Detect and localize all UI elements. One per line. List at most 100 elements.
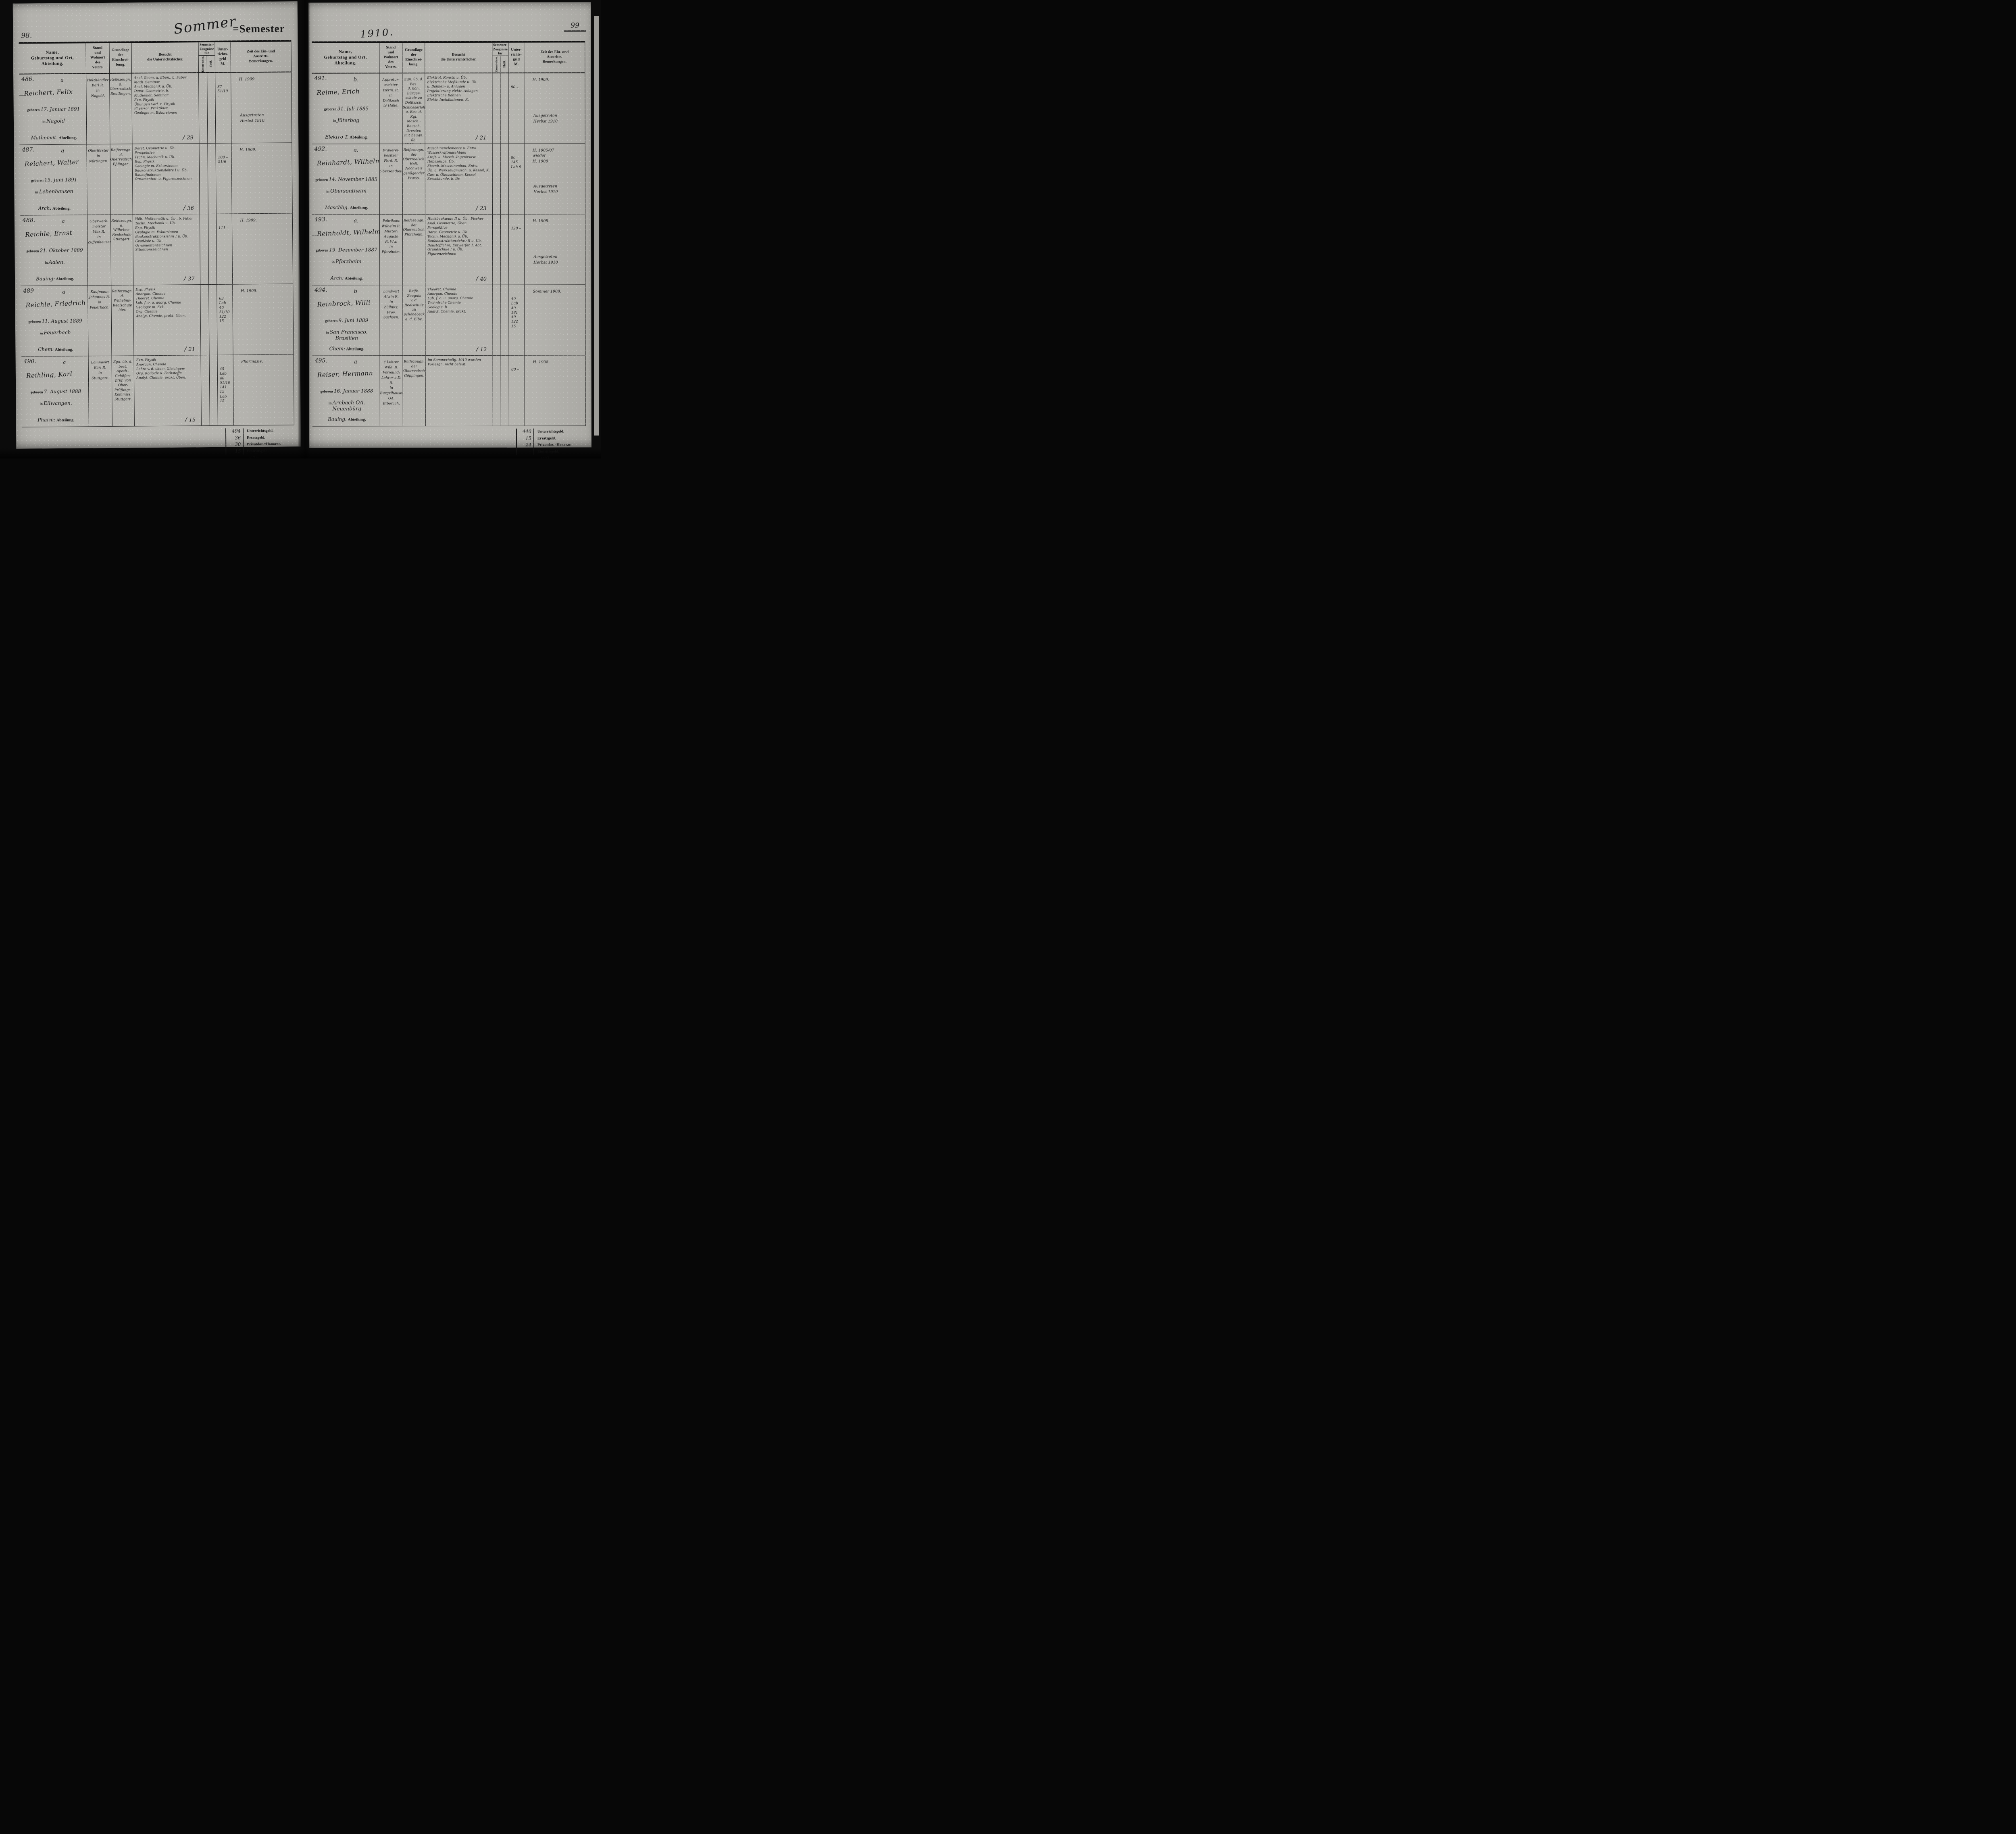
header-grundlage: Grundlage der Einschrei- bung. <box>109 43 132 73</box>
department: Arch: <box>38 205 52 211</box>
student-name: Reinbrock, Willi <box>317 299 371 308</box>
student-identity-cell: — 493. a. Reinholdt, Wilhelm geboren 19.… <box>312 215 379 285</box>
subjects-list: Elektrot. Konstr. u. Üb. Elektrische Meß… <box>427 75 478 102</box>
total-value: 15 <box>516 435 534 442</box>
birth-date: 17. Januar 1891 <box>40 106 80 113</box>
in-label: in <box>331 260 335 264</box>
header-unterrichtsgeld: Unter- richts- geld M. <box>508 42 524 73</box>
abteilung-label: Abteilung. <box>56 418 75 423</box>
entry-section-letter: a <box>62 359 66 366</box>
subjects-list: Anal. Geom. u. Eben., b. Faber Math. Sem… <box>134 75 187 115</box>
register-row: 490. a Reihling, Karl geboren 7. August … <box>21 354 294 427</box>
in-label: in <box>333 119 337 123</box>
enrollment-basis: Reife-Zeugnis v. d. Realschule zu Schöne… <box>402 285 425 356</box>
kenntnisse-cell <box>198 73 208 144</box>
register-page-right: 99 1910. Name, Geburtstag und Ort, Abtei… <box>308 2 591 458</box>
header-zeugnisse: Semester- Zeugnisse für Kennt-nisse. Fle… <box>198 42 215 73</box>
abteilung-label: Abteilung. <box>58 135 77 140</box>
header-zeit: Zeit des Ein- und Austritts. Bemerkungen… <box>524 42 585 73</box>
entry-number: 491. <box>314 75 327 82</box>
entry-time: Sommer 1908. <box>533 289 562 294</box>
subject-hours-tally: 21 <box>476 134 487 142</box>
birth-date: 14. November 1885 <box>329 176 378 182</box>
entry-exit-cell: H. 1909. <box>231 143 293 214</box>
student-identity-cell: 494. b Reinbrock, Willi geboren 9. Juni … <box>312 285 379 355</box>
total-label: Ersatzgeld. <box>537 436 556 441</box>
fleiss-cell <box>206 73 216 144</box>
student-identity-cell: 492. a. Reinhardt, Wilhelm geboren 14. N… <box>312 144 379 214</box>
kenntnisse-cell <box>200 214 208 285</box>
entries-left: — 486. a Reichert, Felix geboren 17. Jan… <box>19 72 294 427</box>
subjects-list: Im Sommerhalbj. 1910 wurden Vorlesgn. ni… <box>427 357 481 367</box>
student-name: Reinhardt, Wilhelm <box>317 157 379 167</box>
header-zeugnisse-label: Semester- Zeugnisse für <box>198 42 215 56</box>
in-label: in <box>328 401 332 405</box>
geboren-label: geboren <box>325 319 338 323</box>
entry-number: 486. <box>21 76 34 83</box>
entry-number: 494. <box>314 287 327 294</box>
header-unterrichtsgeld: Unter- richts- geld M. <box>215 42 231 72</box>
register-row: — 486. a Reichert, Felix geboren 17. Jan… <box>19 72 292 145</box>
entries-right: 491. b. Reime, Erich geboren 31. Juli 18… <box>312 73 586 427</box>
entry-exit-cell: H. 1905/07 wieder H. 1908 Ausgetreten He… <box>524 144 585 214</box>
in-label: in <box>44 261 48 265</box>
enrollment-basis: Reifezeugn. d. Wilhelms- Realschule hier… <box>110 285 134 356</box>
header-fleiss: Fleiß. <box>209 60 213 68</box>
entry-number: 487. <box>22 146 35 153</box>
margin-mark: — <box>19 92 24 99</box>
student-identity-cell: 489 a Reichle, Friedrich geboren 11. Aug… <box>21 286 88 356</box>
entry-number: 489 <box>23 288 34 294</box>
header-kenntnisse: Kennt-nisse. <box>200 56 205 72</box>
total-label: Unterrichtsgeld. <box>246 429 274 433</box>
geboren-label: geboren <box>28 319 41 324</box>
total-value: 494 <box>225 428 244 435</box>
header-kenntnisse: Kennt-nisse. <box>494 56 498 73</box>
header-zeugnisse: Semester- Zeugnisse für Kennt-nisse. Fle… <box>492 42 508 73</box>
tuition-fees: 80 – <box>509 355 525 426</box>
father-status-residence: Oberwerk- meister Max R. in Zuffenhausen… <box>87 215 111 286</box>
header-fleiss: Fleiß. <box>502 60 506 68</box>
department: Arch: <box>330 275 344 281</box>
subjects-cell: Hochbaukunde II u. Üb., Fischer Anal. Ge… <box>425 214 493 285</box>
exit-note: Ausgetreten Herbst 1910 <box>533 184 558 195</box>
subjects-cell: Maschinenelemente u. Entw. Wasserkraftma… <box>425 144 492 215</box>
subjects-list: Hochbaukunde II u. Üb., Fischer Anal. Ge… <box>427 216 484 256</box>
tuition-fees: 80 – 145 Lab 9 <box>508 144 525 214</box>
total-label: Privatdoz.=Honorar. <box>537 443 572 447</box>
entry-time: H. 1909. <box>239 77 256 82</box>
abteilung-label: Abteilung. <box>348 417 366 422</box>
department: Mathemat. <box>31 134 58 141</box>
entry-section-letter: b <box>354 288 358 295</box>
subject-hours-tally: 29 <box>183 133 194 142</box>
student-identity-cell: 491. b. Reime, Erich geboren 31. Juli 18… <box>312 73 379 144</box>
fleiss-cell <box>209 355 218 425</box>
subject-hours-tally: 21 <box>184 345 195 353</box>
next-page-edge <box>594 16 599 436</box>
entry-number: 490. <box>23 358 36 365</box>
birth-place: Nagold <box>46 117 65 124</box>
kenntnisse-cell <box>200 285 209 355</box>
kenntnisse-cell <box>492 214 501 285</box>
birth-date: 7. August 1888 <box>44 388 81 395</box>
father-status-residence: † Lehrer Wilh. R. Vormund: Lehrer a.D. R… <box>379 356 403 426</box>
birth-date: 9. Juni 1889 <box>338 317 369 323</box>
subjects-cell: Im Sommerhalbj. 1910 wurden Vorlesgn. ni… <box>425 355 493 426</box>
birth-place: Arnbach OA. Neuenbürg <box>332 399 365 412</box>
header-stand: Stand und Wohnort des Vaters. <box>379 43 402 73</box>
birth-place: Obersontheim <box>330 188 367 194</box>
table-header-right: Name, Geburtstag und Ort, Abteilung. Sta… <box>312 42 585 74</box>
tuition-fees: 63 Lab 40 51/10 122 15 <box>217 284 233 355</box>
kenntnisse-cell <box>492 144 501 214</box>
entry-exit-cell: H. 1908. Ausgetreten Herbst 1910 <box>524 214 586 285</box>
kenntnisse-cell <box>492 73 500 144</box>
register-page-left: 98. Sommer =Semester Name, Geburtstag un… <box>12 1 301 458</box>
abteilung-label: Abteilung. <box>350 206 368 210</box>
birth-place: Lebenhausen <box>39 188 73 195</box>
geboren-label: geboren <box>26 249 39 253</box>
subject-hours-tally: 12 <box>476 346 487 354</box>
department: Pharm: <box>37 417 56 423</box>
subjects-list: Exp. Physik Anorgan. Chemie Theoret. Che… <box>135 287 186 318</box>
kenntnisse-cell <box>200 355 210 426</box>
entry-time: H. 1909. <box>240 289 258 294</box>
entry-section-letter: a. <box>354 147 358 154</box>
